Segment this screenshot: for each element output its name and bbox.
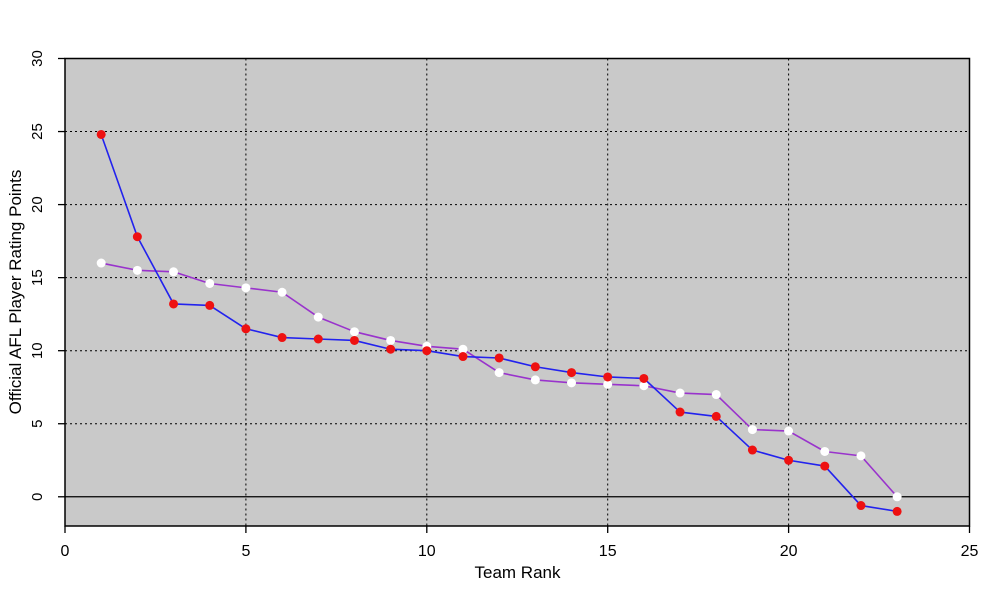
red-marker-series-marker xyxy=(675,407,685,417)
white-marker-series-marker xyxy=(169,267,179,277)
red-marker-series-marker xyxy=(530,362,540,372)
white-marker-series-marker xyxy=(386,335,396,345)
red-marker-series-marker xyxy=(132,232,142,242)
white-marker-series-marker xyxy=(784,426,794,436)
red-marker-series-marker xyxy=(422,346,432,356)
white-marker-series-marker xyxy=(820,446,830,456)
red-marker-series-marker xyxy=(241,324,251,334)
x-tick-label: 20 xyxy=(780,543,798,560)
red-marker-series-marker xyxy=(747,445,757,455)
white-marker-series-marker xyxy=(747,425,757,435)
white-marker-series-marker xyxy=(711,390,721,400)
white-marker-series-marker xyxy=(96,258,106,268)
red-marker-series-marker xyxy=(567,368,577,378)
white-marker-series-marker xyxy=(675,388,685,398)
red-marker-series-marker xyxy=(494,353,504,363)
red-marker-series-marker xyxy=(892,506,902,516)
plot-background xyxy=(65,58,970,526)
white-marker-series-marker xyxy=(349,327,359,337)
red-marker-series-marker xyxy=(96,129,106,139)
red-marker-series-marker xyxy=(784,455,794,465)
red-marker-series-marker xyxy=(205,300,215,310)
red-marker-series-marker xyxy=(603,372,613,382)
red-marker-series-marker xyxy=(169,299,179,309)
x-tick-label: 15 xyxy=(599,543,617,560)
red-marker-series-marker xyxy=(458,352,468,362)
red-marker-series-marker xyxy=(711,411,721,421)
y-tick-label: 25 xyxy=(29,123,46,140)
x-tick-label: 25 xyxy=(961,543,979,560)
white-marker-series-marker xyxy=(530,375,540,385)
white-marker-series-marker xyxy=(567,378,577,388)
x-tick-label: 10 xyxy=(418,543,436,560)
white-marker-series-marker xyxy=(892,492,902,502)
y-tick-label: 20 xyxy=(29,196,46,213)
white-marker-series-marker xyxy=(132,265,142,275)
white-marker-series-marker xyxy=(603,379,613,389)
red-marker-series-marker xyxy=(349,335,359,345)
white-marker-series-marker xyxy=(494,368,504,378)
red-marker-series-marker xyxy=(277,333,287,343)
plot-border xyxy=(64,57,971,527)
white-marker-series-marker xyxy=(639,381,649,391)
white-marker-series-marker xyxy=(205,278,215,288)
white-marker-series-marker xyxy=(241,283,251,293)
red-marker-series-marker xyxy=(639,373,649,383)
y-tick-label: 30 xyxy=(29,50,46,67)
y-tick-label: 15 xyxy=(29,269,46,286)
white-marker-series-marker xyxy=(313,312,323,322)
x-tick-label: 0 xyxy=(61,543,70,560)
x-axis-title: Team Rank xyxy=(474,563,561,582)
red-marker-series-marker xyxy=(386,344,396,354)
y-tick-label: 0 xyxy=(29,493,46,501)
red-marker-series-marker xyxy=(820,461,830,471)
white-marker-series-marker xyxy=(458,344,468,354)
white-marker-series-marker xyxy=(277,287,287,297)
red-marker-series-marker xyxy=(856,501,866,511)
y-axis-title: Official AFL Player Rating Points xyxy=(6,169,25,415)
red-marker-series-marker xyxy=(313,334,323,344)
x-tick-label: 5 xyxy=(241,543,250,560)
y-tick-label: 5 xyxy=(29,420,46,428)
white-marker-series-marker xyxy=(856,451,866,461)
y-tick-label: 10 xyxy=(29,342,46,359)
